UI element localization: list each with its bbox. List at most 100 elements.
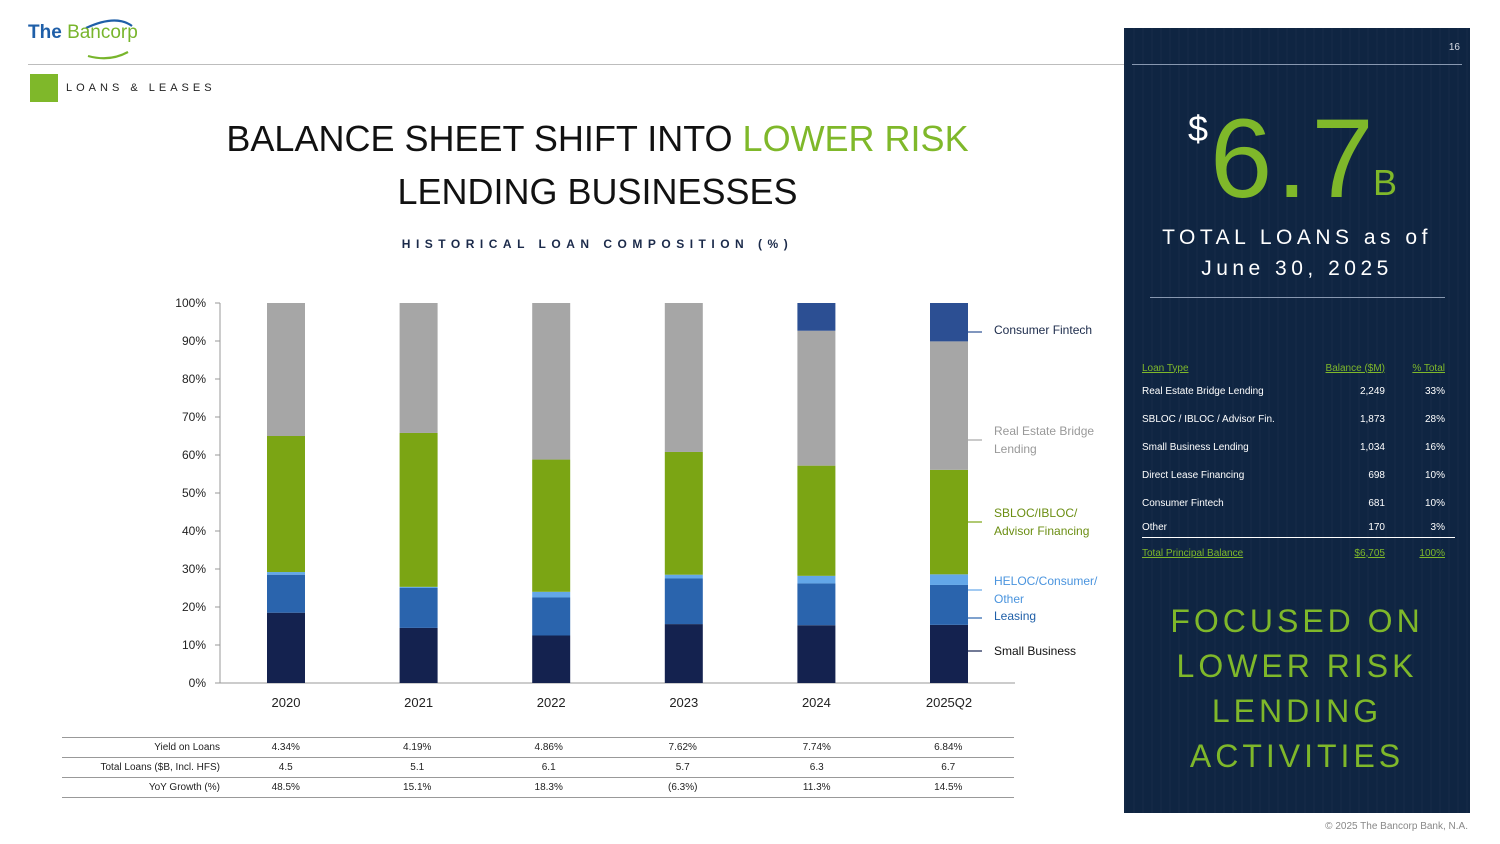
stats-cell: 4.19% — [351, 737, 483, 758]
stats-cell: 5.7 — [614, 757, 751, 778]
loan-type-cell: Real Estate Bridge Lending — [1142, 385, 1264, 397]
stats-cell: 4.5 — [220, 757, 352, 778]
copyright: © 2025 The Bancorp Bank, N.A. — [1325, 821, 1468, 832]
stats-row: Yield on Loans 4.34% 4.19% 4.86% 7.62% 7.74% 6… — [62, 737, 1014, 758]
bar-segment-small-business — [664, 624, 703, 683]
y-tick-label: 0% — [189, 676, 207, 690]
section-marker — [30, 74, 58, 102]
y-tick-label: 20% — [182, 600, 206, 614]
loan-composition-chart: 0% 10% 20% 30% 40% 50% 60% 70% 80% 90% 100% 2020 202… — [175, 296, 1098, 710]
bar-segment-sbloc — [930, 469, 968, 575]
stats-cell: 4.34% — [220, 737, 352, 758]
legend-label-real-estate: Real Estate Bridge — [994, 424, 1094, 438]
bar-segment-heloc — [532, 591, 571, 598]
bar-segment-consumer-fintech — [930, 303, 968, 342]
y-tick-label: 10% — [182, 638, 206, 652]
bar-segment-real-estate — [930, 341, 968, 470]
logo-swoosh-icon — [85, 19, 133, 60]
header-divider — [28, 64, 1466, 65]
bar-segment-leasing — [930, 584, 968, 625]
bar-segment-sbloc — [532, 459, 571, 592]
focus-line: ACTIVITIES — [1189, 738, 1405, 774]
bar-segment-real-estate — [797, 330, 836, 466]
bar-segment-sbloc — [267, 436, 305, 573]
y-tick-label: 90% — [182, 334, 206, 348]
y-tick-label: 50% — [182, 486, 206, 500]
loan-table-row: Real Estate Bridge Lending 2,249 33% — [1142, 377, 1455, 405]
logo-text-bancorp: Bancorp — [67, 22, 138, 43]
bar-segment-leasing — [664, 578, 703, 625]
stats-cell: 5.1 — [351, 757, 483, 778]
y-tick-label: 70% — [182, 410, 206, 424]
loan-balance-cell: 698 — [1368, 469, 1385, 481]
x-tick-label: 2020 — [272, 695, 301, 710]
legend-label-heloc: Other — [994, 592, 1024, 606]
loan-pct-cell: 28% — [1424, 413, 1445, 425]
stats-row-label: Total Loans ($B, Incl. HFS) — [62, 757, 220, 778]
logo-text: The Bancorp — [28, 22, 138, 44]
header-loan-type: Loan Type — [1142, 362, 1189, 374]
loan-balance-cell: 1,873 — [1359, 413, 1385, 425]
stats-row-label: YoY Growth (%) — [62, 777, 220, 798]
y-tick-label: 100% — [175, 296, 206, 310]
legend-label-small-business: Small Business — [994, 644, 1076, 658]
bar-segment-small-business — [532, 635, 571, 683]
title-line2: LENDING BUSINESSES — [397, 171, 798, 212]
total-loans-label: TOTAL LOANS as of June 30, 2025 — [1124, 222, 1470, 284]
title-part1: BALANCE SHEET SHIFT INTO — [226, 118, 743, 159]
loan-table-row: Other 170 3% — [1142, 517, 1455, 538]
focus-line: FOCUSED ON — [1170, 603, 1424, 639]
x-tick-label: 2023 — [669, 695, 698, 710]
header-pct-total: % Total — [1412, 362, 1445, 374]
big-total-unit: B — [1373, 162, 1398, 203]
bar-segment-real-estate — [267, 303, 305, 436]
bar-segment-real-estate — [664, 303, 703, 452]
stats-row-label: Yield on Loans — [62, 737, 220, 758]
bar-segment-heloc — [930, 574, 968, 585]
big-total-value: 6.7 — [1210, 96, 1378, 221]
legend-label-consumer-fintech: Consumer Fintech — [994, 323, 1092, 337]
bar-segment-heloc — [267, 572, 305, 575]
stats-row: Total Loans ($B, Incl. HFS) 4.5 5.1 6.1 5.7 6… — [62, 757, 1014, 778]
loan-type-cell: Small Business Lending — [1142, 441, 1249, 453]
loan-pct-cell: 10% — [1424, 469, 1445, 481]
legend-label-sbloc: SBLOC/IBLOC/ — [994, 506, 1078, 520]
stats-cell: (6.3%) — [614, 777, 751, 798]
total-balance-cell: $6,705 — [1354, 547, 1385, 559]
panel-divider-mid — [1150, 297, 1445, 298]
loan-table-total-row: Total Principal Balance $6,705 100% — [1142, 538, 1455, 569]
stats-cell: 14.5% — [882, 777, 1014, 798]
stats-cell: 48.5% — [220, 777, 352, 798]
focus-line: LENDING — [1211, 693, 1383, 729]
focus-statement: FOCUSED ON LOWER RISK LENDING ACTIVITIES — [1124, 599, 1470, 779]
section-label: LOANS & LEASES — [66, 82, 216, 94]
total-label-cell: Total Principal Balance — [1142, 547, 1244, 559]
loan-stats-table: Yield on Loans 4.34% 4.19% 4.86% 7.62% 7.74% 6… — [62, 737, 1014, 798]
legend-label-sbloc: Advisor Financing — [994, 524, 1089, 538]
stats-cell: 4.86% — [482, 737, 615, 758]
slide-title: BALANCE SHEET SHIFT INTO LOWER RISK LEND… — [180, 112, 1015, 218]
stats-cell: 6.84% — [882, 737, 1014, 758]
bar-segment-small-business — [399, 627, 438, 683]
loan-type-cell: Consumer Fintech — [1142, 497, 1224, 509]
loan-table-row: Small Business Lending 1,034 16% — [1142, 433, 1455, 461]
loan-pct-cell: 10% — [1424, 497, 1445, 509]
loan-pct-cell: 3% — [1395, 517, 1455, 538]
stats-cell: 7.62% — [614, 737, 751, 758]
bar-segment-leasing — [399, 588, 438, 628]
loan-table-row: Direct Lease Financing 698 10% — [1142, 461, 1455, 489]
bar-segment-real-estate — [399, 303, 438, 433]
company-logo: The Bancorp — [28, 16, 148, 60]
y-tick-label: 80% — [182, 372, 206, 386]
loan-table-row: Consumer Fintech 681 10% — [1142, 489, 1455, 517]
page-number: 16 — [1448, 42, 1460, 53]
loan-table-header: Loan Type Balance ($M) % Total — [1142, 359, 1455, 377]
legend-label-real-estate: Lending — [994, 442, 1037, 456]
y-tick-label: 40% — [182, 524, 206, 538]
stats-cell: 18.3% — [482, 777, 615, 798]
legend-label-leasing: Leasing — [994, 609, 1036, 623]
bar-segment-heloc — [399, 586, 438, 588]
x-tick-label: 2022 — [537, 695, 566, 710]
bar-segment-sbloc — [664, 451, 703, 575]
loan-type-cell: SBLOC / IBLOC / Advisor Fin. — [1142, 413, 1275, 425]
